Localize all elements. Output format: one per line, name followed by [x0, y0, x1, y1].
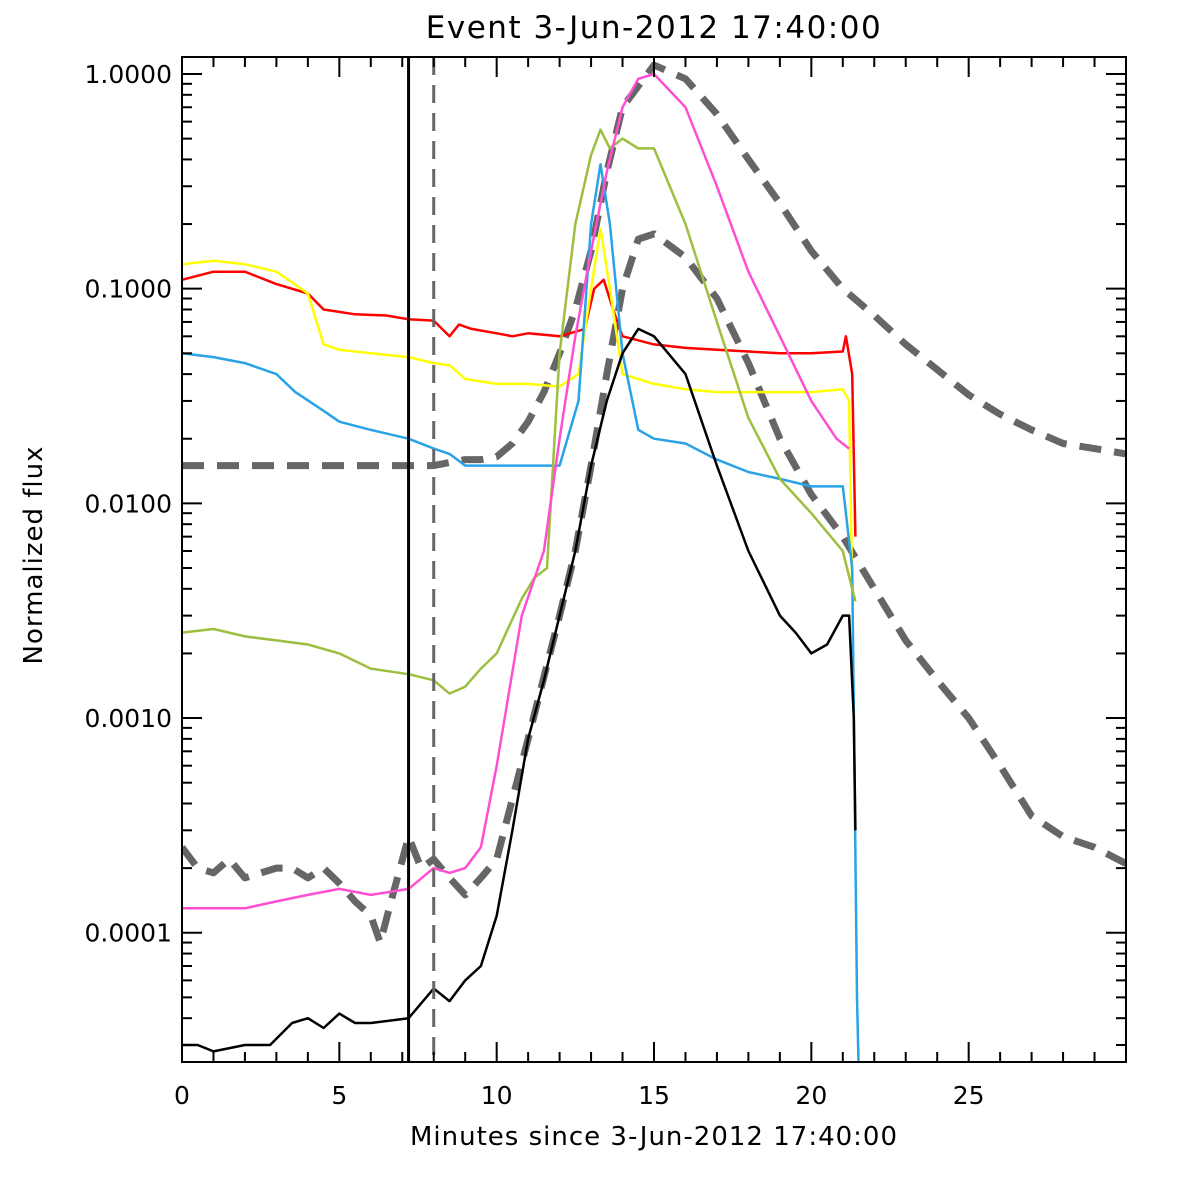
series-line-5 — [182, 72, 850, 910]
x-tick-label: 5 — [331, 1081, 347, 1110]
y-tick-label: 0.1000 — [85, 275, 172, 304]
x-axis-label: Minutes since 3-Jun-2012 17:40:00 — [410, 1122, 898, 1152]
y-tick-label: 0.0010 — [85, 704, 172, 733]
y-axis-label: Normalized flux — [19, 446, 49, 665]
x-tick-label: 0 — [174, 1081, 190, 1110]
chart-title: Event 3-Jun-2012 17:40:00 — [426, 10, 882, 46]
marker-lines — [407, 57, 436, 1062]
y-tick-label: 0.0100 — [85, 489, 172, 518]
y-tick-label: 1.0000 — [85, 60, 172, 89]
series-line-2 — [182, 227, 854, 589]
y-tick-label: 0.0001 — [85, 919, 172, 948]
series-group — [182, 61, 1126, 1062]
x-tick-label: 25 — [953, 1081, 985, 1110]
series-line-1 — [182, 270, 857, 537]
series-line-6 — [182, 327, 857, 1053]
series-line-4 — [182, 128, 857, 695]
x-tick-label: 15 — [638, 1081, 670, 1110]
series-line-7 — [182, 61, 1126, 470]
axis-ticks: 0 5 10 15 20 25 0.0001 0.0010 0.0100 0.1000 1.0000 — [85, 57, 1126, 1110]
x-tick-label: 20 — [795, 1081, 827, 1110]
x-tick-label: 10 — [481, 1081, 513, 1110]
